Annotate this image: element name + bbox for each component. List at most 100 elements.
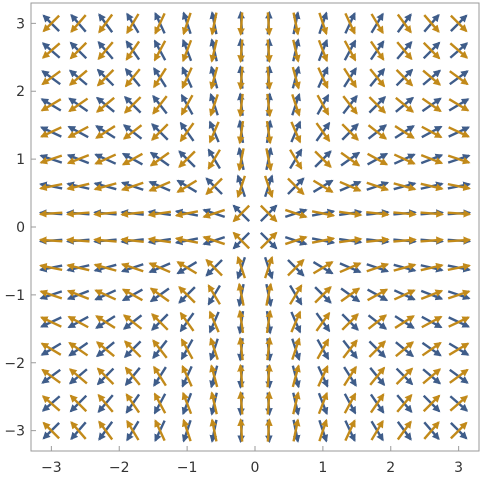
field-arrow (341, 313, 359, 331)
field-arrow (368, 340, 387, 358)
field-arrow (340, 287, 361, 303)
tick-layer: −3 −2 −1 0 1 2 3 −3 −2 −1 0 1 2 3 (4, 16, 463, 476)
field-arrow (154, 12, 166, 35)
field-arrow (39, 289, 63, 300)
field-arrow (151, 123, 169, 141)
field-arrow (68, 69, 88, 86)
field-arrow (154, 419, 166, 442)
field-arrow (207, 284, 221, 305)
field-arrow (316, 94, 330, 116)
field-arrow (98, 420, 114, 441)
field-arrow (207, 149, 221, 170)
field-arrow (68, 97, 89, 113)
x-tick-label: −1 (177, 460, 198, 476)
field-arrow (422, 69, 442, 86)
field-arrow (340, 151, 361, 167)
field-arrow (367, 314, 388, 330)
field-arrow (205, 177, 223, 196)
field-arrow (120, 181, 144, 192)
field-arrow (202, 208, 226, 219)
field-arrow (123, 340, 142, 358)
field-arrow (70, 14, 87, 33)
field-arrow (179, 311, 195, 332)
field-arrow (290, 121, 302, 144)
field-arrow (318, 418, 329, 442)
field-arrow (120, 236, 144, 244)
field-arrow (448, 342, 470, 356)
field-arrow (41, 70, 61, 86)
field-arrow (339, 180, 362, 192)
field-arrow (93, 182, 117, 192)
field-arrow (447, 154, 471, 165)
field-arrow (447, 236, 472, 245)
field-arrow (396, 393, 413, 413)
field-arrow (38, 209, 63, 218)
field-arrow (94, 153, 117, 165)
field-arrow (181, 67, 193, 90)
field-arrow (265, 363, 273, 388)
field-arrow (311, 235, 336, 244)
field-arrow (420, 182, 444, 192)
field-arrow (292, 12, 301, 36)
field-arrow (370, 13, 384, 35)
field-arrow (448, 126, 470, 138)
field-arrow (366, 288, 389, 302)
field-arrow (40, 126, 62, 138)
field-arrow (236, 120, 245, 145)
field-arrow (395, 341, 415, 358)
y-tick-label: −1 (4, 288, 25, 304)
field-arrow (39, 182, 63, 191)
field-arrow (174, 210, 199, 219)
field-arrow (396, 420, 412, 441)
field-arrow (66, 154, 90, 165)
field-arrow (174, 235, 199, 244)
field-arrow (66, 182, 90, 192)
field-arrow (97, 41, 114, 61)
field-arrow (343, 40, 357, 62)
field-arrow (181, 364, 193, 387)
field-arrow (208, 121, 220, 144)
field-arrow (339, 262, 362, 274)
field-arrow (237, 39, 245, 64)
field-arrow (122, 124, 143, 140)
field-arrow (122, 314, 143, 330)
field-arrow (147, 210, 172, 218)
field-arrow (342, 95, 358, 115)
field-arrow (421, 315, 443, 329)
field-arrow (291, 66, 301, 90)
field-arrow (209, 364, 219, 388)
field-arrow (236, 282, 245, 306)
field-arrow (366, 181, 390, 192)
field-arrow (69, 394, 88, 413)
field-arrow (205, 258, 223, 277)
field-arrow (393, 153, 416, 165)
field-arrow (181, 12, 192, 36)
field-arrow (314, 286, 332, 304)
field-arrow (422, 41, 441, 60)
field-arrow (314, 150, 332, 168)
field-arrow (287, 258, 305, 277)
field-arrow (449, 395, 469, 412)
field-arrow (68, 368, 88, 385)
field-arrow (66, 209, 90, 218)
field-arrow (148, 180, 171, 192)
field-arrow (366, 210, 390, 218)
field-arrow (284, 235, 308, 246)
field-arrow (124, 366, 141, 386)
field-arrow (265, 120, 274, 145)
field-arrow (265, 418, 273, 442)
field-arrow (447, 209, 472, 218)
field-arrow (153, 40, 167, 62)
y-tick-label: 1 (16, 152, 25, 168)
field-arrow (41, 395, 61, 412)
field-arrow (291, 337, 301, 360)
field-arrow (236, 175, 247, 199)
field-arrow (447, 263, 471, 272)
field-arrow (95, 125, 116, 139)
field-arrow (338, 210, 363, 218)
field-arrow (237, 336, 245, 361)
field-arrow (236, 255, 247, 279)
field-arrow (421, 125, 443, 139)
